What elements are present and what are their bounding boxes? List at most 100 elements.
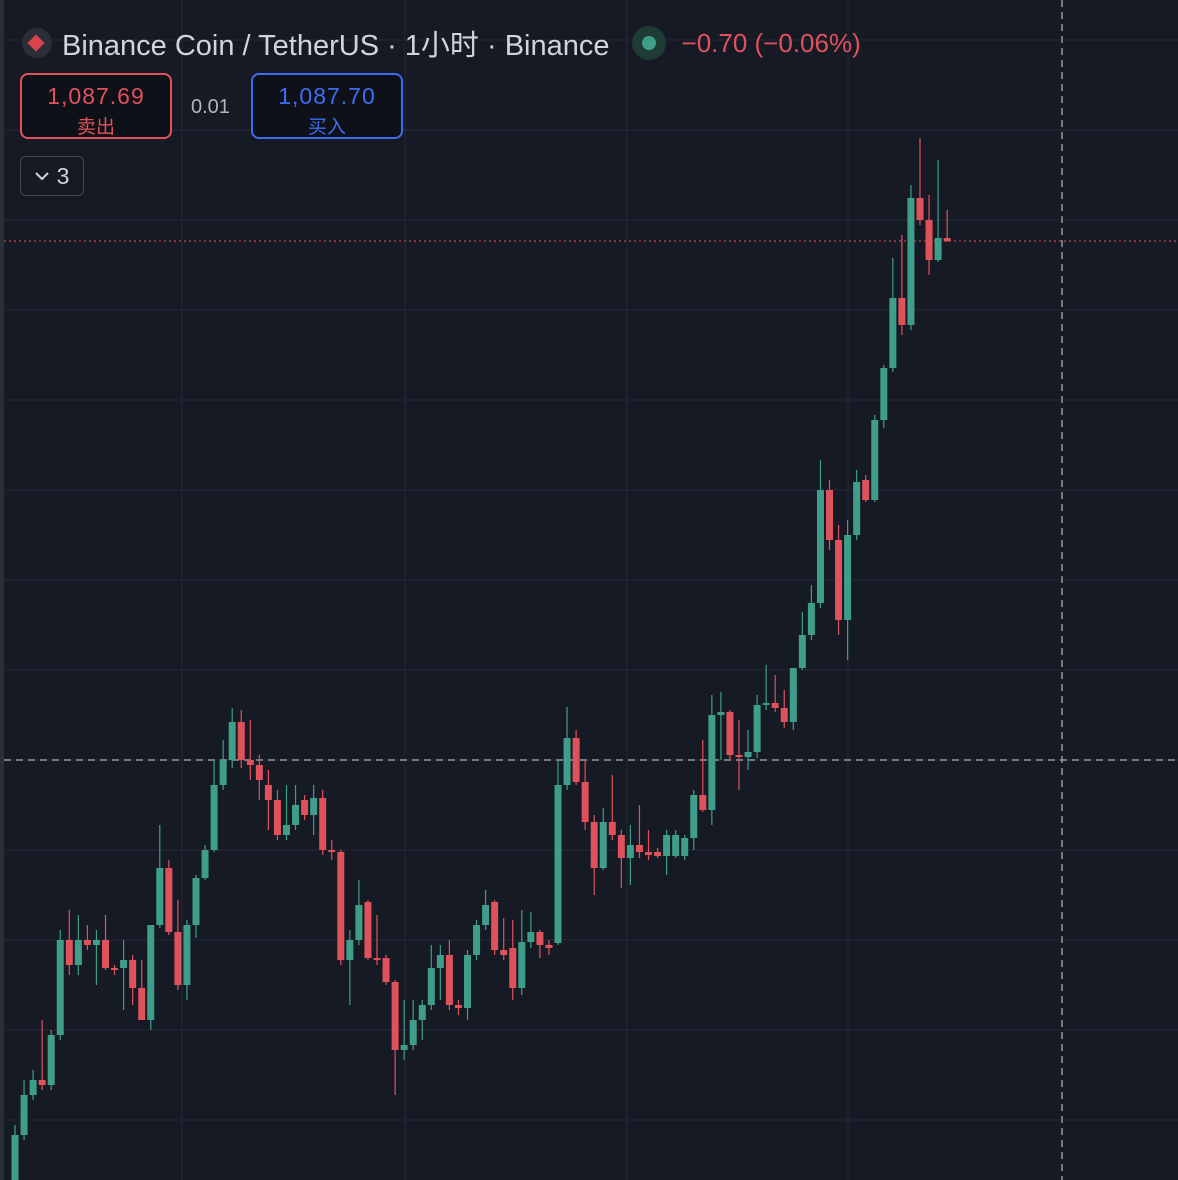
candle-body — [156, 868, 164, 925]
candle-body — [56, 940, 64, 1035]
candle-body — [681, 838, 689, 856]
candle-body — [491, 902, 499, 950]
candle-body — [355, 905, 363, 940]
candle-body — [898, 298, 906, 325]
candle-body — [65, 940, 73, 965]
sell-price: 1,087.69 — [47, 83, 145, 109]
candle-body — [871, 420, 879, 500]
candle-body — [464, 955, 471, 1008]
candle-body — [545, 945, 553, 948]
sell-button[interactable]: 1,087.69 卖出 — [20, 73, 172, 139]
candle-body — [862, 480, 870, 500]
candle-body — [789, 668, 797, 722]
price-change: −0.70 (−0.06%) — [681, 27, 861, 58]
sell-label: 卖出 — [76, 117, 115, 138]
candle-body — [536, 932, 544, 945]
candle-body — [599, 822, 607, 868]
candle-body — [301, 800, 309, 815]
candle-body — [246, 760, 254, 765]
candle-body — [292, 805, 300, 825]
candle-body — [11, 1135, 19, 1180]
candle-body — [626, 845, 634, 858]
candle-body — [663, 835, 671, 856]
candle-body — [29, 1080, 37, 1095]
candle-body — [690, 795, 698, 838]
candle-body — [83, 940, 91, 945]
candle-body — [844, 535, 852, 620]
indicator-toggle[interactable]: 3 — [20, 156, 84, 196]
candle-body — [617, 835, 625, 858]
candle-body — [445, 955, 453, 1005]
candle-body — [273, 800, 281, 835]
candle-body — [635, 845, 643, 852]
candle-body — [572, 738, 580, 782]
candle-body — [672, 835, 680, 856]
left-edge — [0, 0, 4, 1180]
candle-body — [654, 852, 662, 856]
candle-body — [38, 1080, 46, 1085]
candle-body — [427, 968, 435, 1005]
candle-body — [210, 785, 218, 850]
candle-body — [889, 298, 897, 368]
candle-body — [219, 760, 227, 785]
candle-body — [138, 988, 146, 1020]
candle-body — [436, 955, 444, 968]
candle-body — [816, 490, 824, 603]
candle-body — [826, 490, 833, 540]
candle-body — [708, 715, 716, 810]
symbol-header: Binance Coin / TetherUS · 1小时 · Binance … — [22, 22, 861, 64]
candle-body — [500, 950, 508, 955]
candle-body — [798, 635, 806, 668]
candle-body — [409, 1020, 417, 1045]
candle-body — [934, 238, 942, 260]
candle-body — [473, 925, 481, 955]
candle-body — [382, 958, 390, 982]
candle-body — [807, 603, 815, 635]
buy-price: 1,087.70 — [278, 83, 376, 109]
candle-body — [907, 198, 915, 325]
candle-body — [319, 798, 327, 850]
candle-body — [47, 1035, 55, 1085]
candle-body — [771, 703, 779, 708]
candle-body — [482, 905, 490, 925]
candle-body — [835, 540, 843, 620]
candle-body — [120, 960, 128, 968]
candle-body — [699, 795, 707, 810]
candle-body — [310, 798, 318, 815]
candle-body — [102, 940, 109, 968]
candle-body — [400, 1045, 408, 1050]
candle-body — [418, 1005, 426, 1020]
candle-body — [509, 948, 517, 988]
buy-button[interactable]: 1,087.70 买入 — [251, 73, 403, 139]
candle-body — [201, 850, 209, 878]
candle-body — [174, 932, 182, 985]
candle-body — [111, 968, 119, 970]
symbol-icon — [22, 28, 52, 58]
candle-body — [527, 932, 535, 942]
candle-body — [337, 852, 345, 960]
candle-body — [147, 925, 155, 1020]
candle-body — [346, 940, 354, 960]
spread: 0.01 — [191, 96, 230, 118]
candle-body — [228, 722, 236, 760]
candle-body — [590, 822, 598, 868]
candle-body — [608, 822, 616, 835]
candle-body — [717, 712, 725, 715]
candle-body — [645, 852, 652, 855]
candle-body — [518, 942, 526, 988]
candle-body — [943, 238, 951, 241]
candle-body — [391, 982, 399, 1050]
candle-body — [129, 960, 137, 988]
symbol-title[interactable]: Binance Coin / TetherUS · 1小时 · Binance — [62, 30, 610, 62]
candle-body — [373, 958, 381, 960]
candle-body — [753, 705, 761, 752]
candle-body — [554, 785, 562, 943]
candle-body — [726, 712, 734, 755]
candle-body — [925, 220, 933, 260]
candle-body — [880, 368, 888, 420]
candle-body — [744, 752, 752, 757]
candle-body — [454, 1005, 462, 1008]
candle-body — [364, 902, 372, 958]
